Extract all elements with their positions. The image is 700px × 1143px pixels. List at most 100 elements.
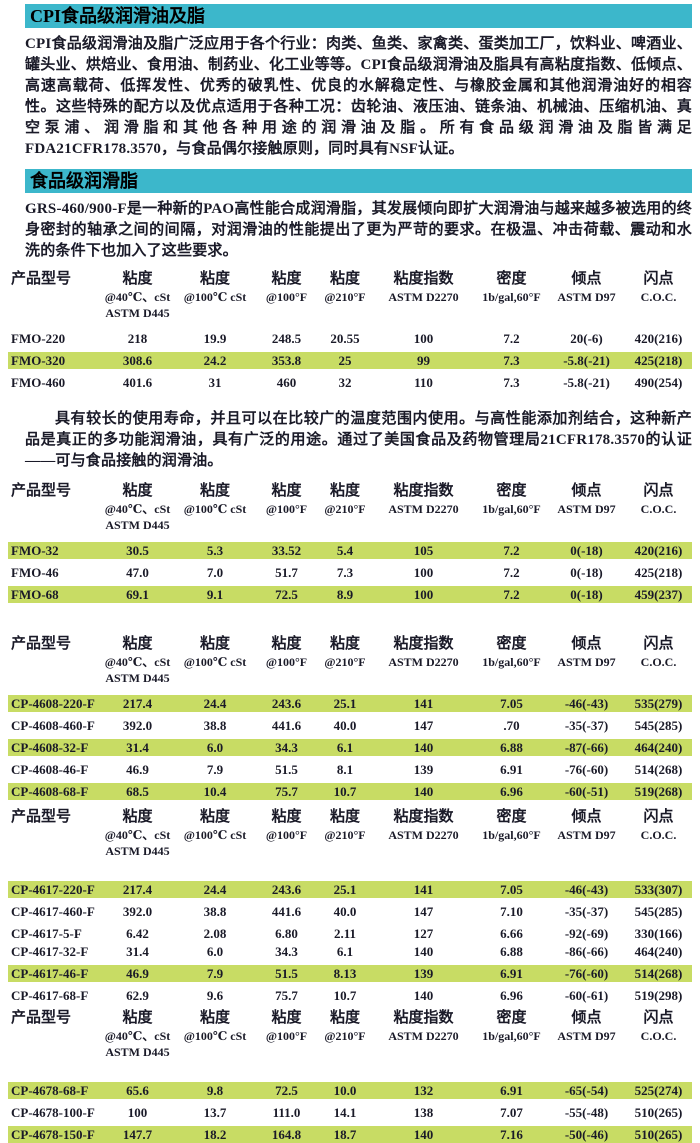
value-cell: 243.6 <box>271 882 302 897</box>
column-label: ASTM D2270 <box>388 290 459 304</box>
value-cell: 353.8 <box>271 353 302 368</box>
value-cell: 441.6 <box>271 718 302 733</box>
column-label: @210°F <box>324 1029 366 1043</box>
product-model-cell: FMO-220 <box>11 331 66 346</box>
value-cell: 7.0 <box>206 565 224 580</box>
table-row: CP-4608-220-F 217.4 24.4 243.6 25.1 141 7.05 -4… <box>8 695 692 712</box>
column-header: 粘度 @100°F <box>255 270 318 305</box>
column-header: 倾点 ASTM D97 <box>548 635 625 670</box>
value-cell: 545(285) <box>634 904 683 919</box>
table-row: CP-4617-68-F 62.9 9.6 75.7 10.7 140 6.96 -60(-6… <box>8 987 692 1004</box>
value-cell: 7.9 <box>206 966 224 981</box>
table-row: CP-4678-100-F 100 13.7 111.0 14.1 138 7.07 -55(… <box>8 1104 692 1121</box>
value-cell: 111.0 <box>272 1105 301 1120</box>
value-cell: 99 <box>417 353 430 368</box>
table-header: 产品型号 粘度 @40℃、cSt ASTM D445 粘度 @100℃ cSt 粘度 @100… <box>8 482 692 533</box>
value-cell: 9.8 <box>206 1083 224 1098</box>
column-label: @40℃、cSt <box>104 290 171 304</box>
column-header: 粘度指数 ASTM D2270 <box>372 482 475 517</box>
column-header: 闪点 C.O.C. <box>625 1009 692 1044</box>
column-label: 密度 <box>496 1010 527 1026</box>
column-label: ASTM D97 <box>557 828 616 842</box>
value-cell: 8.13 <box>333 966 357 981</box>
value-cell: -87(-66) <box>564 740 609 755</box>
value-cell: 34.3 <box>275 944 298 959</box>
value-cell: 7.07 <box>500 1105 523 1120</box>
column-label: @40℃、cSt <box>104 828 171 842</box>
column-label: ASTM D445 <box>105 844 170 858</box>
column-header: 粘度 @100°F <box>255 1009 318 1044</box>
section-banner-grease: 食品级润滑脂 <box>25 169 692 193</box>
column-label: 粘度 <box>199 636 230 652</box>
value-cell: -46(-43) <box>564 882 609 897</box>
value-cell: 38.8 <box>203 904 227 919</box>
column-header: 粘度 @100℃ cSt <box>175 808 255 843</box>
value-cell: 425(218) <box>634 353 683 368</box>
column-label: C.O.C. <box>640 502 677 516</box>
column-label: 粘度 <box>329 483 360 499</box>
column-header: 产品型号 <box>8 808 100 827</box>
table-header: 产品型号 粘度 @40℃、cSt ASTM D445 粘度 @100℃ cSt 粘度 @100… <box>8 1009 692 1060</box>
value-cell: 100 <box>413 565 434 580</box>
product-model-cell: CP-4608-46-F <box>11 762 89 777</box>
value-cell: 308.6 <box>122 353 153 368</box>
column-label: @100℃ cSt <box>183 655 247 669</box>
value-cell: 5.4 <box>336 543 354 558</box>
value-cell: 140 <box>413 944 434 959</box>
value-cell: 10.7 <box>333 988 357 1003</box>
column-label: ASTM D445 <box>105 671 170 685</box>
column-label: 粘度 <box>199 271 230 287</box>
column-label: 密度 <box>496 636 527 652</box>
column-label: @100°F <box>265 1029 308 1043</box>
value-cell: 243.6 <box>271 696 302 711</box>
column-label: 产品型号 <box>11 636 72 652</box>
product-model-cell: CP-4617-5-F <box>11 926 82 941</box>
value-cell: 217.4 <box>122 882 153 897</box>
product-model-cell: CP-4617-220-F <box>11 882 95 897</box>
value-cell: 6.0 <box>206 740 224 755</box>
column-header: 粘度指数 ASTM D2270 <box>372 1009 475 1044</box>
column-label: 倾点 <box>571 1010 602 1026</box>
value-cell: 147 <box>413 718 434 733</box>
value-cell: 33.52 <box>271 543 302 558</box>
product-model-cell: CP-4608-220-F <box>11 696 95 711</box>
column-header: 产品型号 <box>8 1009 100 1028</box>
value-cell: 127 <box>413 926 434 941</box>
column-header: 粘度 @100℃ cSt <box>175 635 255 670</box>
column-header: 粘度 @40℃、cSt ASTM D445 <box>100 635 175 686</box>
product-model-cell: FMO-68 <box>11 587 59 602</box>
value-cell: 7.2 <box>503 587 520 602</box>
column-label: 倾点 <box>571 809 602 825</box>
value-cell: 7.10 <box>500 904 523 919</box>
column-label: 粘度 <box>122 1010 153 1026</box>
table-row: CP-4608-68-F 68.5 10.4 75.7 10.7 140 6.96 -60(-… <box>8 783 692 800</box>
column-header: 粘度 @210°F <box>318 482 372 517</box>
value-cell: 30.5 <box>126 543 149 558</box>
value-cell: 464(240) <box>634 944 683 959</box>
value-cell: 18.2 <box>203 1127 227 1142</box>
value-cell: 7.9 <box>206 762 224 777</box>
column-label: 粘度 <box>199 483 230 499</box>
column-label: @100℃ cSt <box>183 290 247 304</box>
column-header: 粘度指数 ASTM D2270 <box>372 270 475 305</box>
column-label: ASTM D97 <box>557 655 616 669</box>
column-label: 粘度 <box>199 1010 230 1026</box>
value-cell: -76(-60) <box>564 966 609 981</box>
product-model-cell: CP-4608-32-F <box>11 740 89 755</box>
column-label: 粘度 <box>122 483 153 499</box>
column-label: ASTM D445 <box>105 306 170 320</box>
value-cell: 31 <box>208 375 222 390</box>
column-header: 密度 1b/gal,60°F <box>475 270 548 305</box>
value-cell: 2.08 <box>203 926 227 941</box>
table-row: FMO-46 47.0 7.0 51.7 7.3 100 7.2 0(-18) 425(218) <box>8 564 692 581</box>
value-cell: 6.88 <box>500 944 523 959</box>
value-cell: 25 <box>338 353 352 368</box>
column-label: 粘度指数 <box>393 809 454 825</box>
column-label: @100℃ cSt <box>183 502 247 516</box>
value-cell: 6.88 <box>500 740 523 755</box>
product-model-cell: CP-4608-460-F <box>11 718 95 733</box>
column-label: C.O.C. <box>640 1029 677 1043</box>
column-header: 密度 1b/gal,60°F <box>475 808 548 843</box>
product-model-cell: CP-4608-68-F <box>11 784 89 799</box>
column-header: 粘度 @210°F <box>318 635 372 670</box>
